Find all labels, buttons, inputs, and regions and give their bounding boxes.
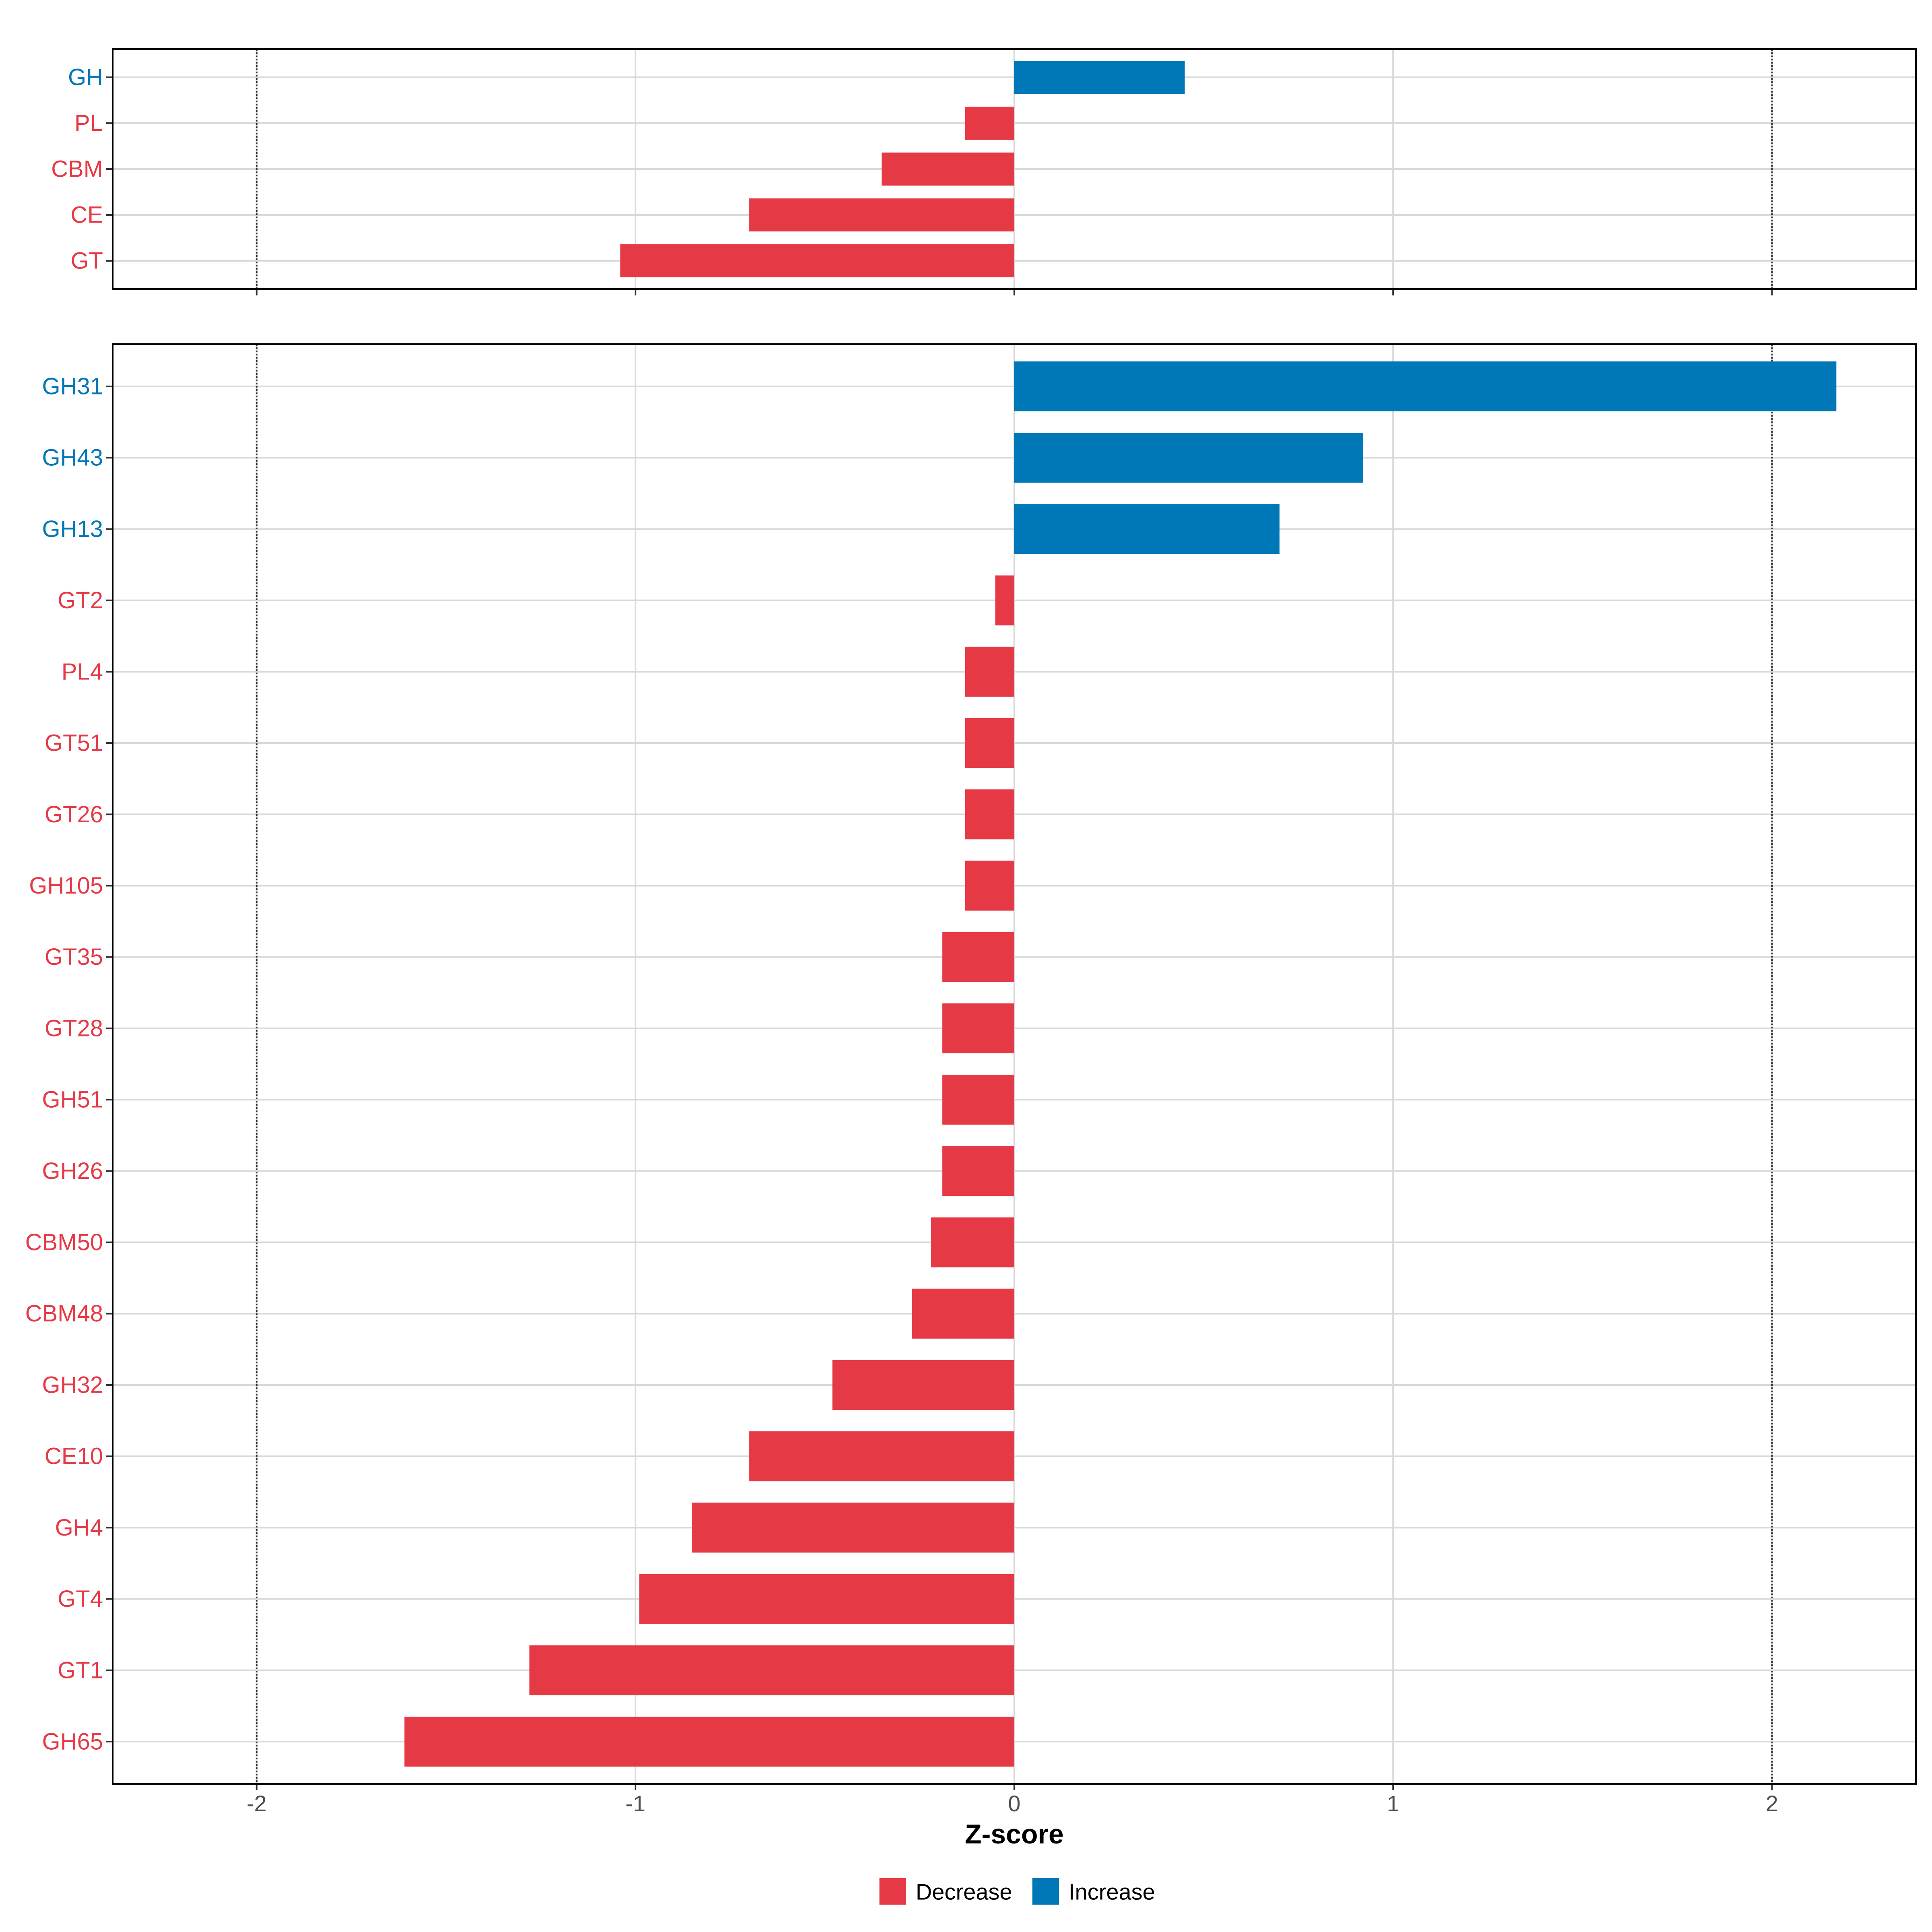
bar-cbm50: [931, 1217, 1014, 1267]
legend-label-decrease: Decrease: [916, 1879, 1012, 1905]
category-label-gh43: GH43: [42, 445, 103, 471]
bar-gh13: [1014, 504, 1280, 554]
category-label-gh65: GH65: [42, 1729, 103, 1755]
category-label-gh: GH: [68, 64, 103, 91]
category-label-gh51: GH51: [42, 1087, 103, 1113]
bar-gt51: [965, 718, 1014, 768]
category-label-gt26: GT26: [45, 801, 103, 828]
category-label-ce: CE: [70, 202, 103, 228]
bar-ce10: [749, 1431, 1014, 1482]
bar-gh43: [1014, 433, 1363, 483]
category-label-ce10: CE10: [45, 1443, 103, 1470]
panel-border: [112, 343, 1917, 1785]
bar-gt35: [942, 932, 1014, 982]
bar-gh65: [404, 1716, 1015, 1767]
bar-gh31: [1014, 361, 1837, 412]
x-tick-label: -2: [247, 1791, 267, 1816]
x-tick-label: 2: [1766, 1791, 1778, 1816]
panel-border: [112, 48, 1917, 290]
x-tick-label: -1: [625, 1791, 646, 1816]
bar-gh4: [692, 1503, 1014, 1553]
bar-gh105: [965, 861, 1014, 911]
x-tick-label: 0: [1008, 1791, 1020, 1816]
legend-swatch-increase: [1032, 1878, 1059, 1905]
category-label-gt1: GT1: [58, 1657, 103, 1683]
bar-ce: [749, 198, 1014, 232]
bar-gh: [1014, 60, 1185, 94]
bar-gh26: [942, 1146, 1014, 1196]
category-label-gt: GT: [70, 248, 103, 274]
family-level-panel: GH31 GH43 GH13 GT2 PL4 GT51 GT26 GH105 GT35 GT28 G…: [25, 343, 1917, 1790]
category-label-gh31: GH31: [42, 374, 103, 400]
legend: Decrease Increase: [879, 1878, 1155, 1905]
bar-gt2: [995, 575, 1014, 625]
legend-label-increase: Increase: [1069, 1879, 1155, 1905]
legend-swatch-decrease: [879, 1878, 906, 1905]
category-label-gh105: GH105: [29, 873, 103, 899]
bar-cbm: [881, 152, 1014, 186]
bar-cbm48: [912, 1288, 1014, 1339]
category-label-gh26: GH26: [42, 1158, 103, 1184]
category-label-pl4: PL4: [62, 658, 103, 685]
bar-gh51: [942, 1075, 1014, 1125]
category-label-cbm: CBM: [51, 156, 103, 182]
bar-gt1: [529, 1645, 1014, 1695]
bar-gt26: [965, 789, 1014, 840]
category-label-pl: PL: [74, 110, 103, 136]
x-axis: -2 -1 0 1 2: [247, 1791, 1778, 1816]
category-label-gt2: GT2: [58, 587, 103, 613]
category-label-gt28: GT28: [45, 1015, 103, 1041]
category-label-cbm48: CBM48: [25, 1300, 103, 1327]
bar-gt4: [639, 1574, 1014, 1624]
bar-gt: [620, 244, 1014, 278]
x-axis-title: Z-score: [965, 1819, 1064, 1849]
bar-pl: [965, 106, 1014, 140]
x-tick-label: 1: [1387, 1791, 1399, 1816]
category-label-gt51: GT51: [45, 730, 103, 756]
category-label-cbm50: CBM50: [25, 1229, 103, 1255]
bar-pl4: [965, 646, 1014, 697]
bar-gh32: [832, 1360, 1014, 1410]
category-label-gh13: GH13: [42, 516, 103, 542]
category-label-gt35: GT35: [45, 944, 103, 970]
bar-gt28: [942, 1003, 1014, 1053]
category-label-gh32: GH32: [42, 1372, 103, 1398]
category-label-gh4: GH4: [55, 1515, 103, 1541]
category-label-gt4: GT4: [58, 1586, 103, 1612]
class-level-panel: GH PL CBM CE GT: [51, 48, 1917, 295]
